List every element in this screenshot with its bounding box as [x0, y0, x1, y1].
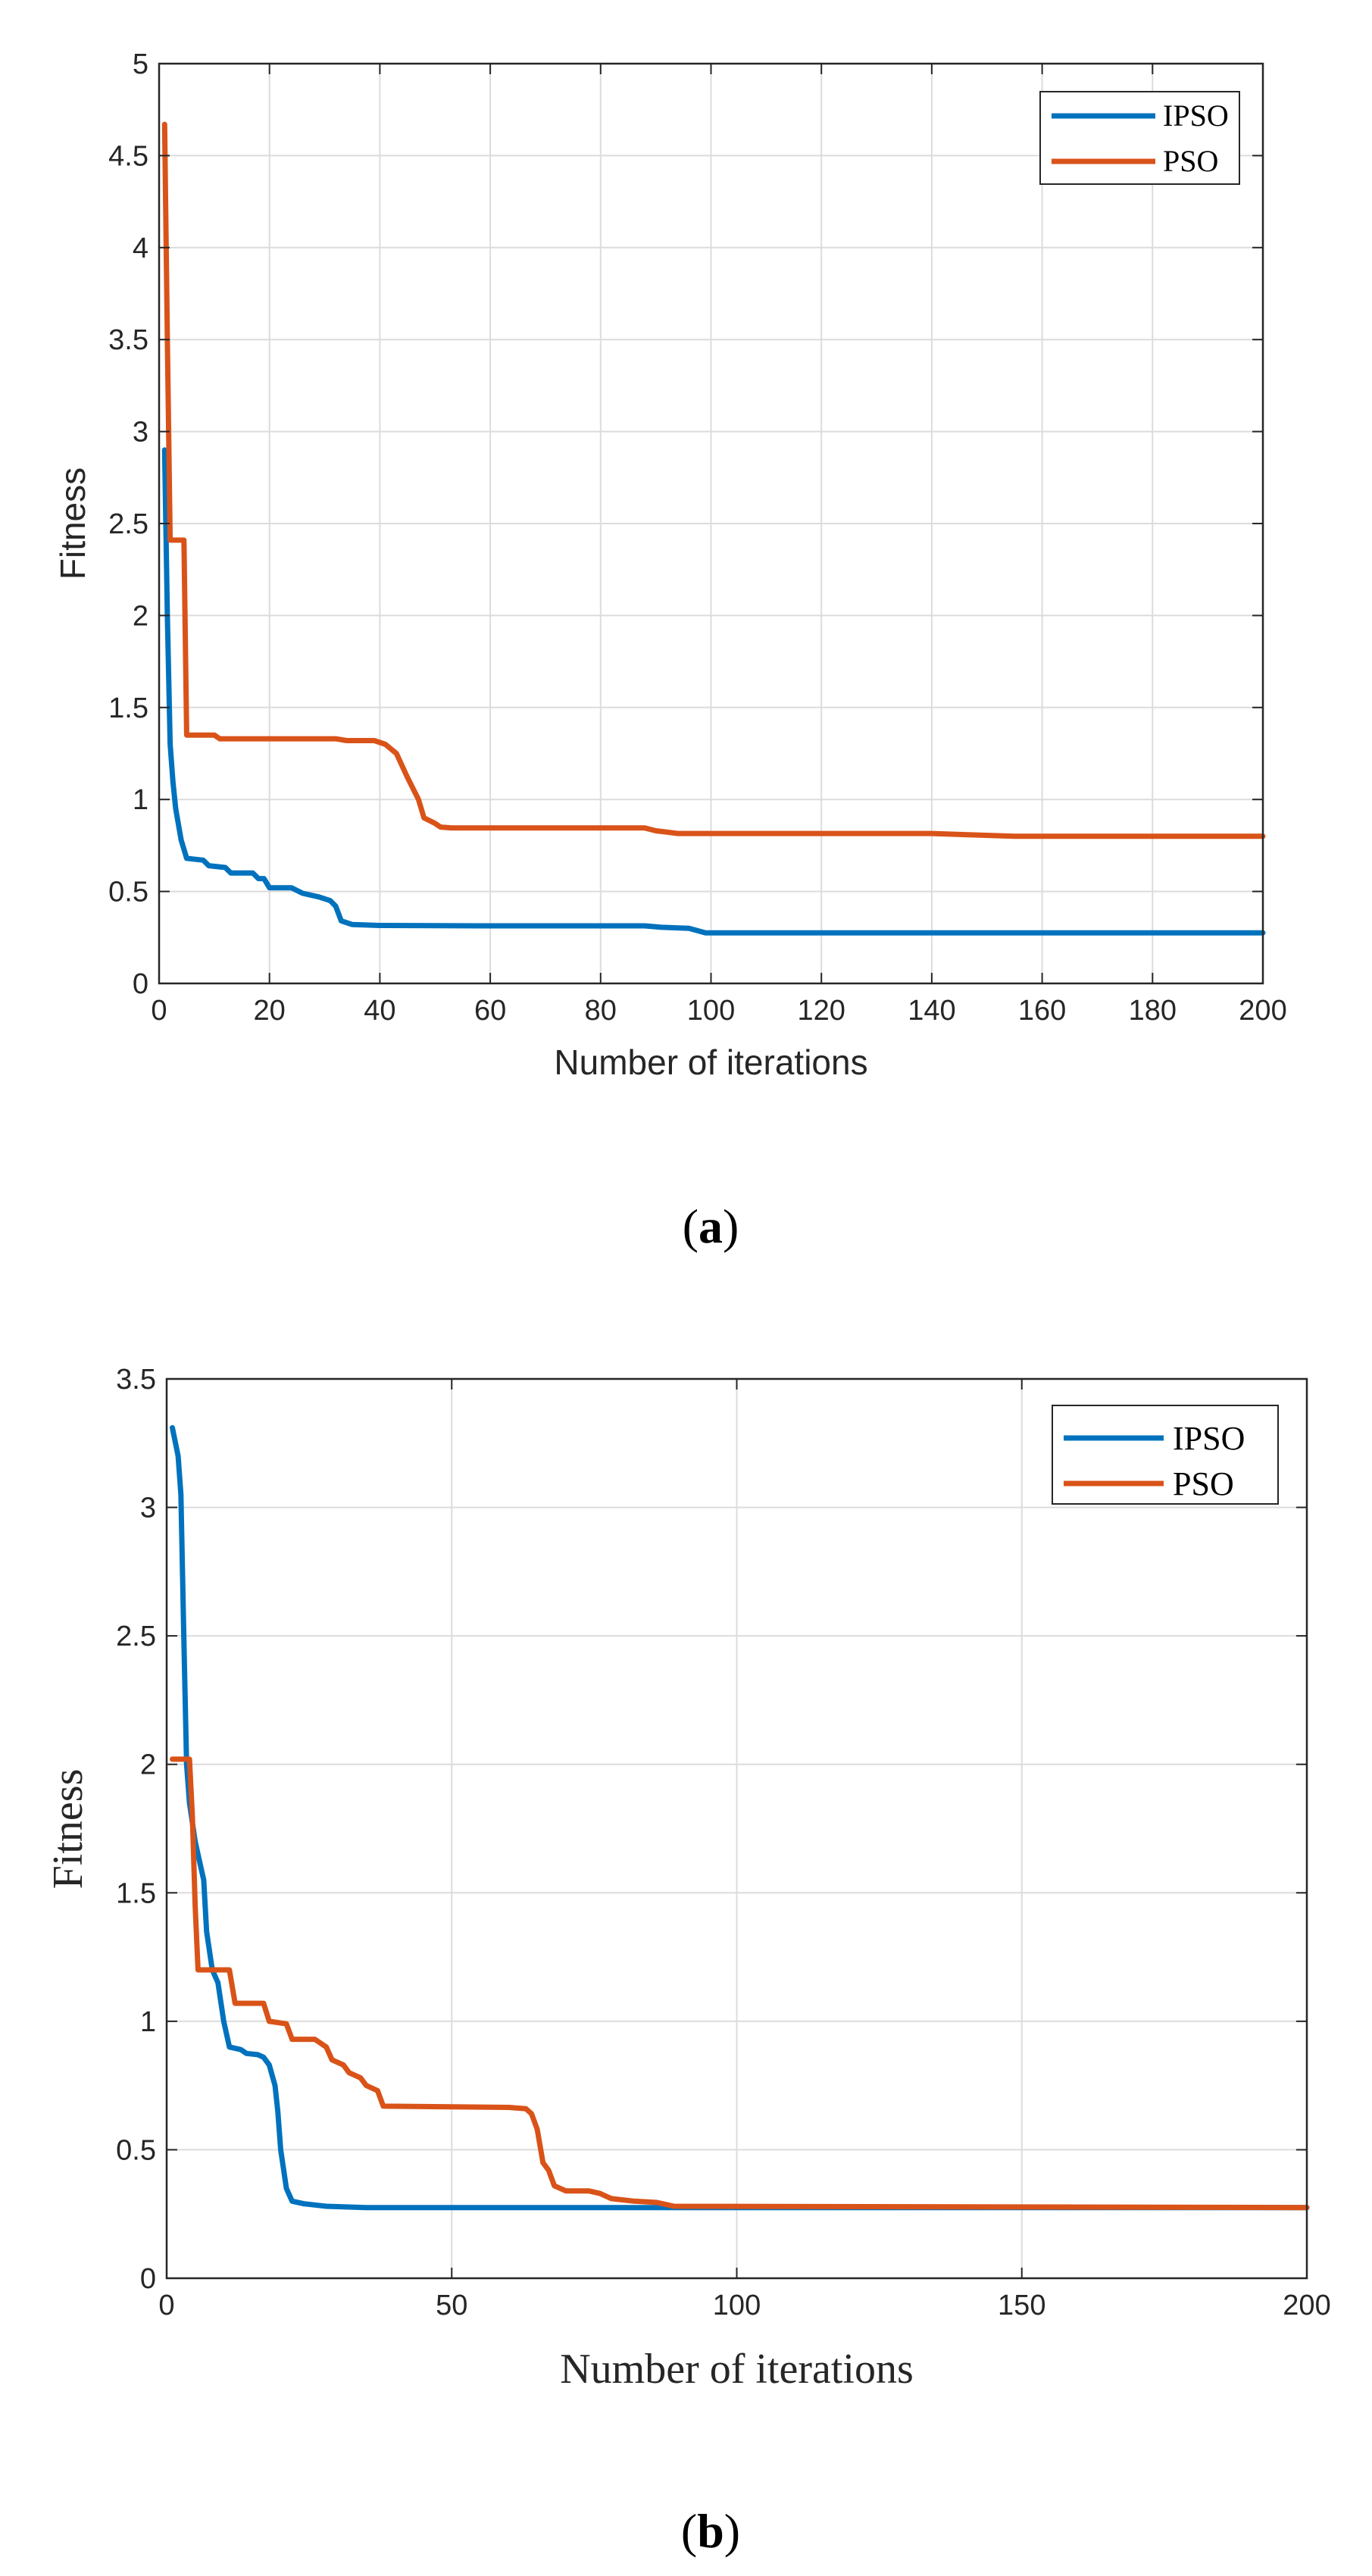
- series-b: [170, 1424, 1310, 2211]
- y-tick-label: 3.5: [108, 324, 148, 356]
- series-line-pso: [161, 121, 1266, 839]
- x-tick-label: 80: [585, 995, 617, 1027]
- y-tick-label: 2.5: [108, 508, 148, 540]
- series-a: [161, 121, 1266, 936]
- y-axis-label-b: Fitness: [45, 1769, 92, 1890]
- legend-a: IPSO PSO: [1039, 91, 1240, 185]
- y-tick-label: 0.5: [108, 877, 148, 908]
- y-tick-label: 4: [133, 233, 148, 264]
- x-tick-label: 60: [474, 995, 506, 1027]
- x-tick-label: 50: [436, 2290, 467, 2321]
- y-tick-label: 1: [140, 2006, 156, 2038]
- caption-a-close: ): [723, 1199, 739, 1253]
- caption-a-open: (: [683, 1199, 699, 1253]
- x-tick-label: 40: [364, 995, 395, 1027]
- caption-a-letter: a: [699, 1199, 723, 1253]
- y-tick-label: 4.5: [108, 140, 148, 172]
- x-tick-label: 0: [158, 2290, 174, 2321]
- ticks-a: 0 20 40 60 80 100 120 140 160 180 200 0 0.5 1 1.5 2 2.5 3…: [108, 48, 1287, 1027]
- x-tick-label: 0: [151, 995, 167, 1027]
- x-tick-label: 150: [998, 2290, 1045, 2321]
- y-tick-label: 2: [133, 600, 148, 632]
- x-tick-label: 20: [254, 995, 286, 1027]
- x-tick-label: 200: [1239, 995, 1286, 1027]
- x-tick-label: 140: [908, 995, 955, 1027]
- y-tick-label: 1: [133, 784, 148, 816]
- x-tick-label: 180: [1129, 995, 1177, 1027]
- y-tick-label: 0: [140, 2263, 156, 2295]
- chart-a: 0 20 40 60 80 100 120 140 160 180 200 0 0.5 1 1.5 2 2.5 3…: [53, 48, 1287, 1253]
- x-tick-label: 200: [1283, 2290, 1330, 2321]
- legend-label-pso-b: PSO: [1173, 1465, 1234, 1502]
- series-line-pso: [170, 1756, 1310, 2211]
- x-tick-label: 160: [1018, 995, 1066, 1027]
- legend-b: IPSO PSO: [1052, 1405, 1279, 1505]
- x-tick-label: 120: [797, 995, 845, 1027]
- caption-b: (b): [681, 2504, 740, 2558]
- legend-box-b: [1052, 1405, 1279, 1505]
- legend-label-pso-a: PSO: [1163, 144, 1218, 178]
- y-tick-label: 5: [133, 48, 148, 80]
- y-axis-label-a: Fitness: [53, 467, 92, 580]
- caption-b-open: (: [681, 2504, 697, 2558]
- y-tick-label: 0: [133, 968, 148, 1000]
- y-tick-label: 1.5: [116, 1877, 156, 1909]
- caption-b-letter: b: [697, 2504, 724, 2558]
- y-tick-label: 1.5: [108, 692, 148, 724]
- series-line-ipso: [161, 447, 1266, 936]
- legend-label-ipso-a: IPSO: [1163, 98, 1229, 133]
- y-tick-label: 3.5: [116, 1364, 156, 1396]
- y-tick-label: 2: [140, 1749, 156, 1781]
- x-tick-label: 100: [713, 2290, 761, 2321]
- x-axis-label-a: Number of iterations: [554, 1043, 867, 1082]
- caption-a: (a): [683, 1199, 739, 1253]
- y-tick-label: 3: [140, 1493, 156, 1524]
- x-tick-label: 100: [687, 995, 735, 1027]
- x-axis-label-b: Number of iterations: [560, 2346, 914, 2393]
- ticks-b: 0 50 100 150 200 0 0.5 1 1.5 2 2.5 3 3.5: [116, 1364, 1331, 2321]
- caption-b-close: ): [724, 2504, 740, 2558]
- y-tick-label: 2.5: [116, 1621, 156, 1652]
- chart-b: 0 50 100 150 200 0 0.5 1 1.5 2 2.5 3 3.5 Number of i…: [45, 1364, 1331, 2558]
- y-tick-label: 3: [133, 417, 148, 449]
- legend-box-a: [1039, 91, 1240, 185]
- y-tick-label: 0.5: [116, 2134, 156, 2166]
- legend-label-ipso-b: IPSO: [1173, 1420, 1245, 1457]
